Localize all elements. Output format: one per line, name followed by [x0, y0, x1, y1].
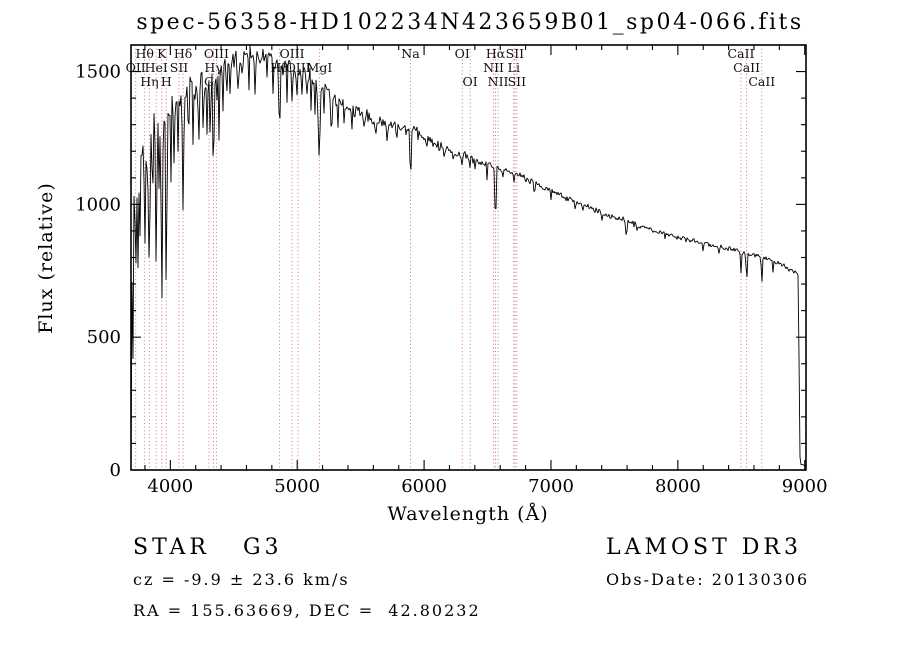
- line-label-Hη: Hη: [140, 74, 158, 89]
- line-label-CaII: CaII: [733, 60, 760, 75]
- line-label-SII: SII: [506, 46, 525, 61]
- line-label-Hβ: Hβ: [271, 60, 289, 75]
- line-label-Hγ: Hγ: [204, 60, 222, 75]
- line-label-Na: Na: [401, 46, 420, 61]
- line-label-CaII: CaII: [728, 46, 755, 61]
- x-tick-label-9000: 9000: [782, 476, 828, 497]
- line-label-K: K: [157, 46, 167, 61]
- line-label-CaII: CaII: [748, 74, 775, 89]
- survey-label: LAMOST DR3: [606, 535, 802, 560]
- plot-frame: [130, 44, 807, 471]
- line-label-OII: OII: [126, 60, 146, 75]
- line-label-Hα: Hα: [486, 46, 506, 61]
- x-tick-labels: 4000 5000 6000 7000 8000 9000: [147, 476, 827, 497]
- coordinates-text: RA = 155.63669, DEC = 42.80232: [133, 601, 481, 620]
- line-label-OI: OI: [463, 74, 478, 89]
- line-label-H: H: [161, 74, 172, 89]
- line-label-HeI: HeI: [145, 60, 168, 75]
- x-tick-label-6000: 6000: [401, 476, 447, 497]
- x-axis-label: Wavelength (Å): [387, 503, 549, 525]
- spectrum-trace: [130, 45, 807, 470]
- line-label-G: G: [204, 74, 214, 89]
- y-axis-label: Flux (relative): [35, 182, 57, 334]
- x-tick-label-7000: 7000: [528, 476, 574, 497]
- line-label-OI: OI: [455, 46, 470, 61]
- line-label-OIII: OIII: [279, 46, 304, 61]
- line-label-Hθ: Hθ: [135, 46, 153, 61]
- x-tick-label-8000: 8000: [655, 476, 701, 497]
- y-tick-label-1000: 1000: [75, 194, 121, 215]
- line-label-NII: NII: [483, 60, 504, 75]
- line-label-Li: Li: [508, 60, 520, 75]
- line-label-MgI: MgI: [307, 60, 333, 75]
- line-label-OIII: OIII: [286, 60, 311, 75]
- axis-ticks: [131, 45, 806, 471]
- line-label-OIII: OIII: [204, 46, 229, 61]
- obs-date-text: Obs-Date: 20130306: [606, 570, 810, 589]
- x-tick-label-5000: 5000: [274, 476, 320, 497]
- y-tick-label-500: 500: [87, 327, 121, 348]
- radial-velocity-text: cz = -9.9 ± 23.6 km/s: [133, 570, 350, 589]
- line-label-Hδ: Hδ: [174, 46, 192, 61]
- line-label-SII: SII: [508, 74, 527, 89]
- object-class-label: STAR G3: [133, 535, 283, 560]
- y-tick-labels: 0 500 1000 1500: [75, 62, 121, 481]
- line-label-NII: NII: [488, 74, 509, 89]
- spectral-line-markers: [135, 45, 763, 470]
- line-label-SII: SII: [170, 60, 189, 75]
- y-tick-label-0: 0: [110, 460, 121, 481]
- plot-title: spec-56358-HD102234N423659B01_sp04-066.f…: [136, 10, 804, 35]
- x-tick-label-4000: 4000: [147, 476, 193, 497]
- y-tick-label-1500: 1500: [75, 62, 121, 83]
